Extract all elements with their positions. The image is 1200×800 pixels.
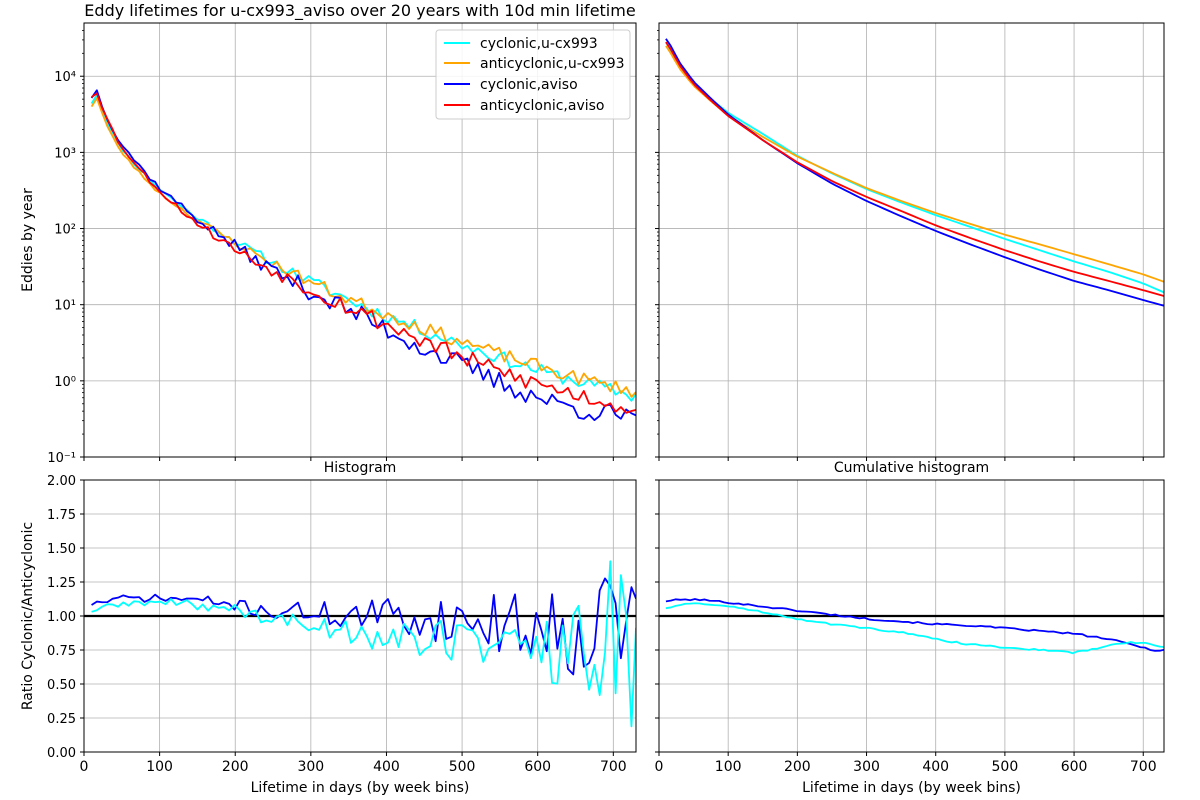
legend-frame [435, 29, 631, 120]
x-tick-label: 400 [922, 759, 949, 775]
y-tick-label: 10³ [54, 146, 76, 161]
x-tick-label: 300 [853, 759, 880, 775]
y-tick-label: 10⁴ [54, 70, 76, 85]
x-tick-label: 500 [449, 759, 476, 775]
series-line-anticyclonic-u-cx993 [665, 45, 1164, 283]
x-tick-label: 700 [600, 759, 627, 775]
series-line-cyclonic-aviso [91, 577, 636, 676]
x-tick-label: 200 [784, 759, 811, 775]
legend-entry: anticyclonic,aviso [444, 98, 605, 114]
legend-label: cyclonic,u-cx993 [480, 36, 598, 52]
panel-cumulative-counts [655, 22, 1165, 461]
legend: cyclonic,u-cx993 anticyclonic,u-cx993 cy… [435, 29, 631, 120]
legend-entry: cyclonic,aviso [444, 77, 578, 93]
y-tick-label: 1.00 [47, 610, 76, 625]
series-line-cyclonic-u-cx993 [90, 94, 636, 402]
legend-label: cyclonic,aviso [480, 77, 578, 93]
series-group [665, 598, 1164, 655]
y-tick-label: 0.75 [47, 644, 76, 659]
y-tick-label: 0.25 [47, 712, 76, 727]
y-tick-label: 1.25 [47, 576, 76, 591]
y-tick-label: 10⁻¹ [47, 451, 76, 466]
series-group [90, 89, 636, 422]
legend-label: anticyclonic,u-cx993 [480, 56, 625, 72]
panel-histogram-ratio: 0 100 200 300 400 500 600 700 0.00 0.25 0.50 0.75 1.… [20, 460, 637, 796]
subplot-title: Cumulative histogram [834, 460, 989, 476]
series-line-cyclonic-u-cx993 [91, 560, 636, 728]
y-tick-label: 1.75 [47, 508, 76, 523]
x-tick-label: 700 [1130, 759, 1157, 775]
series-line-anticyclonic-u-cx993 [90, 97, 636, 398]
series-group [91, 560, 636, 728]
y-axis-label: Ratio Cyclonic/Anticyclonic [20, 522, 36, 710]
gridlines [659, 23, 1164, 457]
x-tick-label: 200 [222, 759, 249, 775]
x-tick-label: 0 [655, 759, 664, 775]
legend-entry: anticyclonic,u-cx993 [444, 56, 625, 72]
legend-label: anticyclonic,aviso [480, 98, 605, 114]
y-tick-label: 10⁰ [54, 375, 76, 390]
x-tick-label: 100 [715, 759, 742, 775]
x-tick-label: 400 [373, 759, 400, 775]
subplot-title: Histogram [324, 460, 397, 476]
y-tick-label: 10² [54, 223, 76, 238]
x-tick-label: 100 [146, 759, 173, 775]
x-tick-label: 600 [1061, 759, 1088, 775]
figure-title: Eddy lifetimes for u-cx993_aviso over 20… [84, 1, 635, 21]
series-line-anticyclonic-aviso [91, 92, 636, 414]
axes-frame [658, 22, 1165, 458]
series-line-anticyclonic-aviso [665, 41, 1164, 297]
series-line-cyclonic-u-cx993 [665, 41, 1164, 294]
y-tick-label: 0.50 [47, 678, 76, 693]
y-tick-label: 2.00 [47, 474, 76, 489]
x-axis-label: Lifetime in days (by week bins) [802, 780, 1021, 796]
series-line-cyclonic-aviso [665, 598, 1164, 652]
legend-entry: cyclonic,u-cx993 [444, 36, 598, 52]
series-group [665, 38, 1164, 307]
x-tick-label: 600 [524, 759, 551, 775]
x-tick-label: 0 [80, 759, 89, 775]
x-axis-label: Lifetime in days (by week bins) [251, 780, 470, 796]
y-axis-label: Eddies by year [20, 188, 36, 292]
series-line-cyclonic-aviso [90, 89, 636, 422]
x-tick-label: 500 [992, 759, 1019, 775]
x-tick-label: 300 [297, 759, 324, 775]
y-tick-label: 10¹ [54, 299, 76, 314]
panel-cumulative-ratio: 0 100 200 300 400 500 600 700 Cumulative histogr… [655, 460, 1165, 796]
series-line-cyclonic-u-cx993 [665, 602, 1164, 655]
y-tick-label: 1.50 [47, 542, 76, 557]
y-tick-label: 0.00 [47, 746, 76, 761]
